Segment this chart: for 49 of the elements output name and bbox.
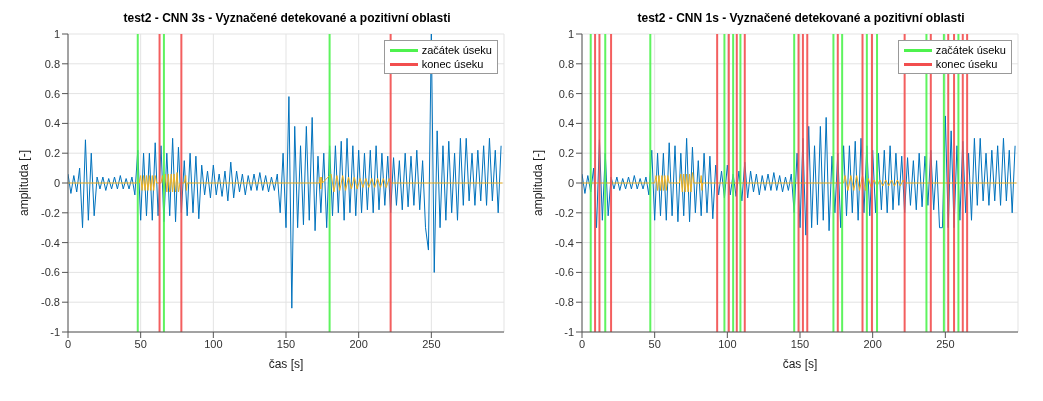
y-axis-title: amplituda [-] [531, 149, 546, 217]
y-tick-label: 0.4 [558, 117, 574, 130]
y-tick-label: -0.8 [555, 296, 574, 309]
y-tick-label: 0.4 [44, 117, 60, 130]
x-tick-label: 250 [936, 337, 955, 350]
x-tick-label: 50 [648, 337, 661, 350]
y-tick-label: -1 [50, 325, 60, 338]
y-tick-label: -0.6 [555, 266, 574, 279]
x-tick-label: 200 [863, 337, 882, 350]
y-tick-label: -0.2 [41, 206, 60, 219]
line-series [582, 172, 1018, 193]
y-tick-label: 0.2 [44, 147, 60, 160]
annotation: začátek úseku [935, 43, 1006, 57]
annotation: začátek úseku [421, 43, 492, 57]
x-axis-title: čas [s] [268, 357, 304, 371]
x-tick-label: 200 [349, 337, 368, 350]
y-tick-label: -0.6 [41, 266, 60, 279]
line-series [582, 115, 1016, 236]
x-tick-label: 100 [204, 337, 223, 350]
legend-box: začátek úseku konec úseku [897, 40, 1012, 74]
y-tick-label: -0.4 [41, 236, 60, 249]
y-tick-label: 0 [567, 176, 574, 189]
legend-box: začátek úseku konec úseku [383, 40, 498, 74]
y-tick-label: -0.8 [41, 296, 60, 309]
x-tick-label: 250 [422, 337, 441, 350]
y-tick-label: 0.8 [44, 57, 60, 70]
y-tick-label: 0 [53, 176, 60, 189]
x-tick-label: 150 [276, 337, 296, 350]
x-tick-label: 100 [718, 337, 737, 350]
chart-title: test2 - CNN 1s - Vyznačené detekované a pozitivní oblasti [636, 10, 966, 27]
y-tick-label: 0.2 [558, 147, 574, 160]
x-tick-label: 0 [578, 337, 586, 350]
y-tick-label: 0.8 [558, 57, 574, 70]
line-series [68, 172, 504, 193]
x-tick-label: 150 [790, 337, 810, 350]
x-tick-label: 0 [64, 337, 72, 350]
y-tick-label: 0.6 [558, 87, 574, 100]
y-tick-label: -0.4 [555, 236, 574, 249]
y-tick-label: -1 [564, 325, 574, 338]
y-tick-label: 0.6 [44, 87, 60, 100]
annotation: konec úseku [935, 57, 998, 71]
y-axis-title: amplituda [-] [17, 149, 32, 217]
x-tick-label: 50 [134, 337, 147, 350]
y-tick-label: -0.2 [555, 206, 574, 219]
y-tick-label: 1 [567, 27, 574, 40]
y-tick-label: 1 [53, 27, 60, 40]
x-axis-title: čas [s] [782, 357, 818, 371]
chart-title: test2 - CNN 3s - Vyznačené detekované a pozitivní oblasti [122, 10, 452, 27]
annotation: konec úseku [421, 57, 484, 71]
